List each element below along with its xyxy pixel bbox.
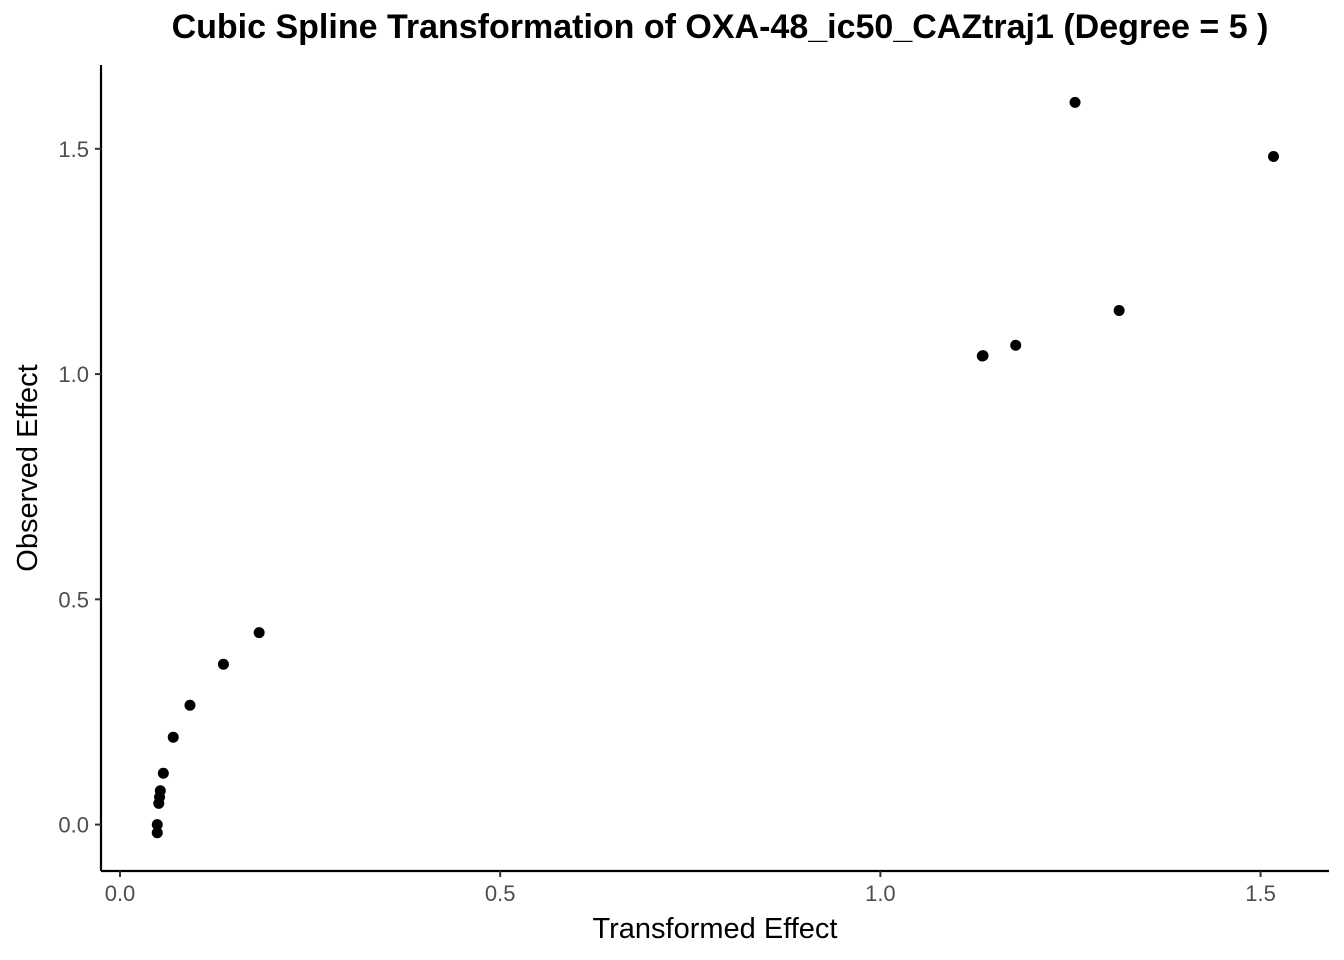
data-point bbox=[217, 658, 229, 670]
x-tick-label: 1.0 bbox=[865, 881, 896, 906]
data-point bbox=[184, 699, 196, 711]
y-tick-label: 1.0 bbox=[58, 362, 89, 387]
y-axis-title: Observed Effect bbox=[12, 364, 44, 571]
x-tick-label: 0.0 bbox=[105, 881, 136, 906]
x-tick-label: 0.5 bbox=[485, 881, 516, 906]
y-ticks: 0.0 0.5 1.0 1.5 bbox=[58, 137, 101, 838]
x-ticks: 0.0 0.5 1.0 1.5 bbox=[105, 871, 1276, 906]
data-point bbox=[1113, 305, 1125, 317]
axes bbox=[99, 65, 1329, 873]
data-point bbox=[977, 350, 989, 362]
y-tick-label: 0.5 bbox=[58, 587, 89, 612]
x-axis-title: Transformed Effect bbox=[593, 913, 838, 945]
y-tick-label: 0.0 bbox=[58, 813, 89, 838]
data-points bbox=[151, 96, 1279, 839]
data-point bbox=[1010, 339, 1022, 351]
data-point bbox=[1069, 96, 1081, 108]
data-point bbox=[1267, 150, 1279, 162]
data-point bbox=[151, 827, 163, 839]
data-point bbox=[167, 731, 179, 743]
data-point bbox=[154, 785, 166, 797]
data-point bbox=[151, 819, 163, 831]
y-tick-label: 1.5 bbox=[58, 137, 89, 162]
data-point bbox=[253, 627, 265, 639]
data-point bbox=[157, 767, 169, 779]
chart-title: Cubic Spline Transformation of OXA-48_ic… bbox=[171, 8, 1269, 46]
x-tick-label: 1.5 bbox=[1245, 881, 1276, 906]
